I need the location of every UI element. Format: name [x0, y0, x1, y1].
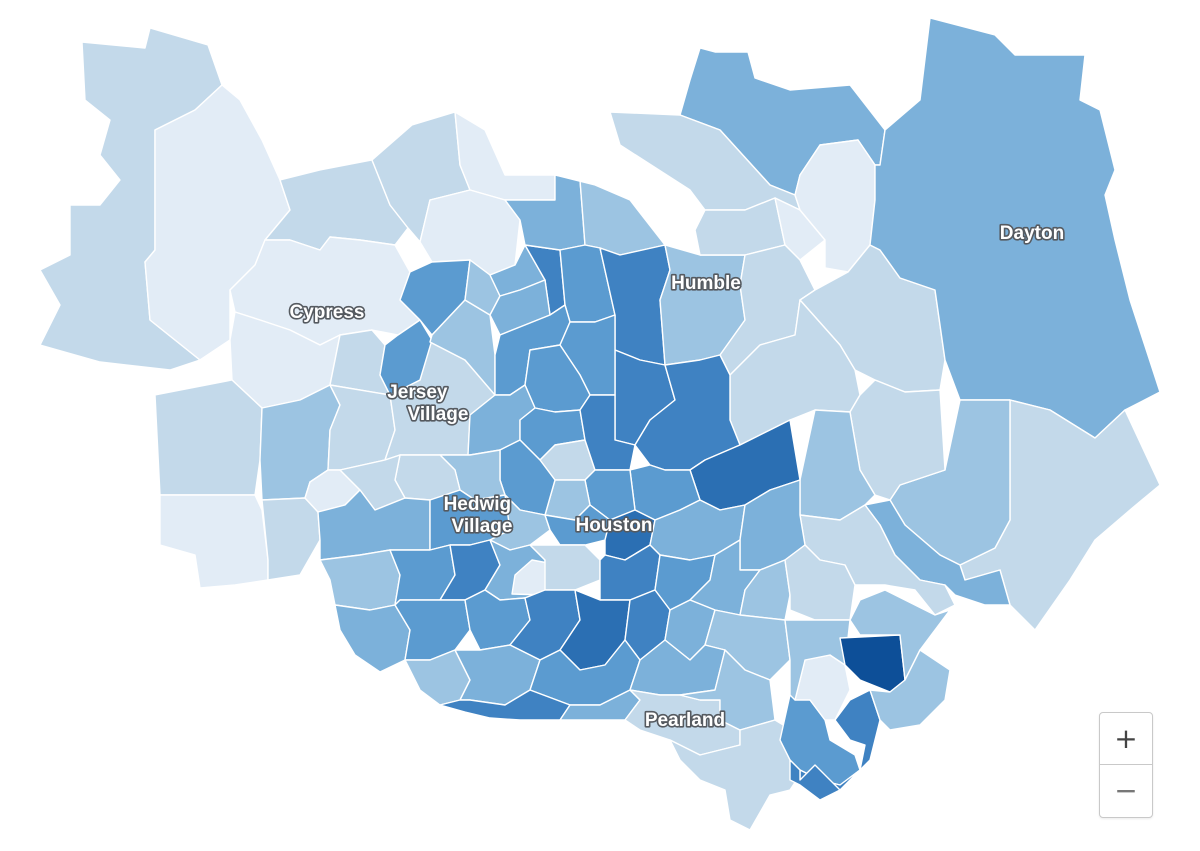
map-region[interactable]	[799, 689, 881, 791]
zoom-control: + −	[1099, 712, 1153, 818]
map-region[interactable]	[669, 719, 811, 831]
map-region[interactable]	[839, 634, 906, 693]
city-label-dayton: Dayton	[1000, 223, 1064, 244]
zoom-out-button[interactable]: −	[1100, 764, 1152, 816]
map-region[interactable]	[159, 494, 269, 589]
city-label-hedwig-village: Hedwig Village	[444, 494, 517, 537]
map-region[interactable]	[39, 27, 223, 371]
zoom-in-button[interactable]: +	[1114, 722, 1138, 755]
map-region[interactable]	[784, 544, 856, 621]
map-region[interactable]	[327, 384, 396, 471]
map-region[interactable]	[454, 111, 556, 201]
map-region[interactable]	[784, 619, 851, 701]
map-region[interactable]	[869, 649, 951, 731]
map-region[interactable]	[774, 197, 826, 261]
region-layer[interactable]	[39, 17, 1161, 831]
city-label-houston: Houston	[575, 515, 652, 536]
city-label-jersey-village: Jersey Village	[387, 382, 468, 425]
map-region[interactable]	[319, 549, 401, 611]
map-region[interactable]	[261, 497, 321, 581]
map-region[interactable]	[379, 319, 433, 396]
map-region[interactable]	[334, 604, 411, 673]
map-region[interactable]	[849, 589, 951, 681]
map-region[interactable]	[154, 379, 263, 496]
city-label-humble: Humble	[671, 273, 741, 294]
map-region[interactable]	[329, 329, 391, 396]
city-label-cypress: Cypress	[290, 302, 365, 323]
city-labels: Cypress Jersey Village Hedwig Village Ho…	[288, 221, 1066, 732]
city-label-pearland: Pearland	[645, 710, 725, 731]
map-region[interactable]	[789, 759, 841, 801]
